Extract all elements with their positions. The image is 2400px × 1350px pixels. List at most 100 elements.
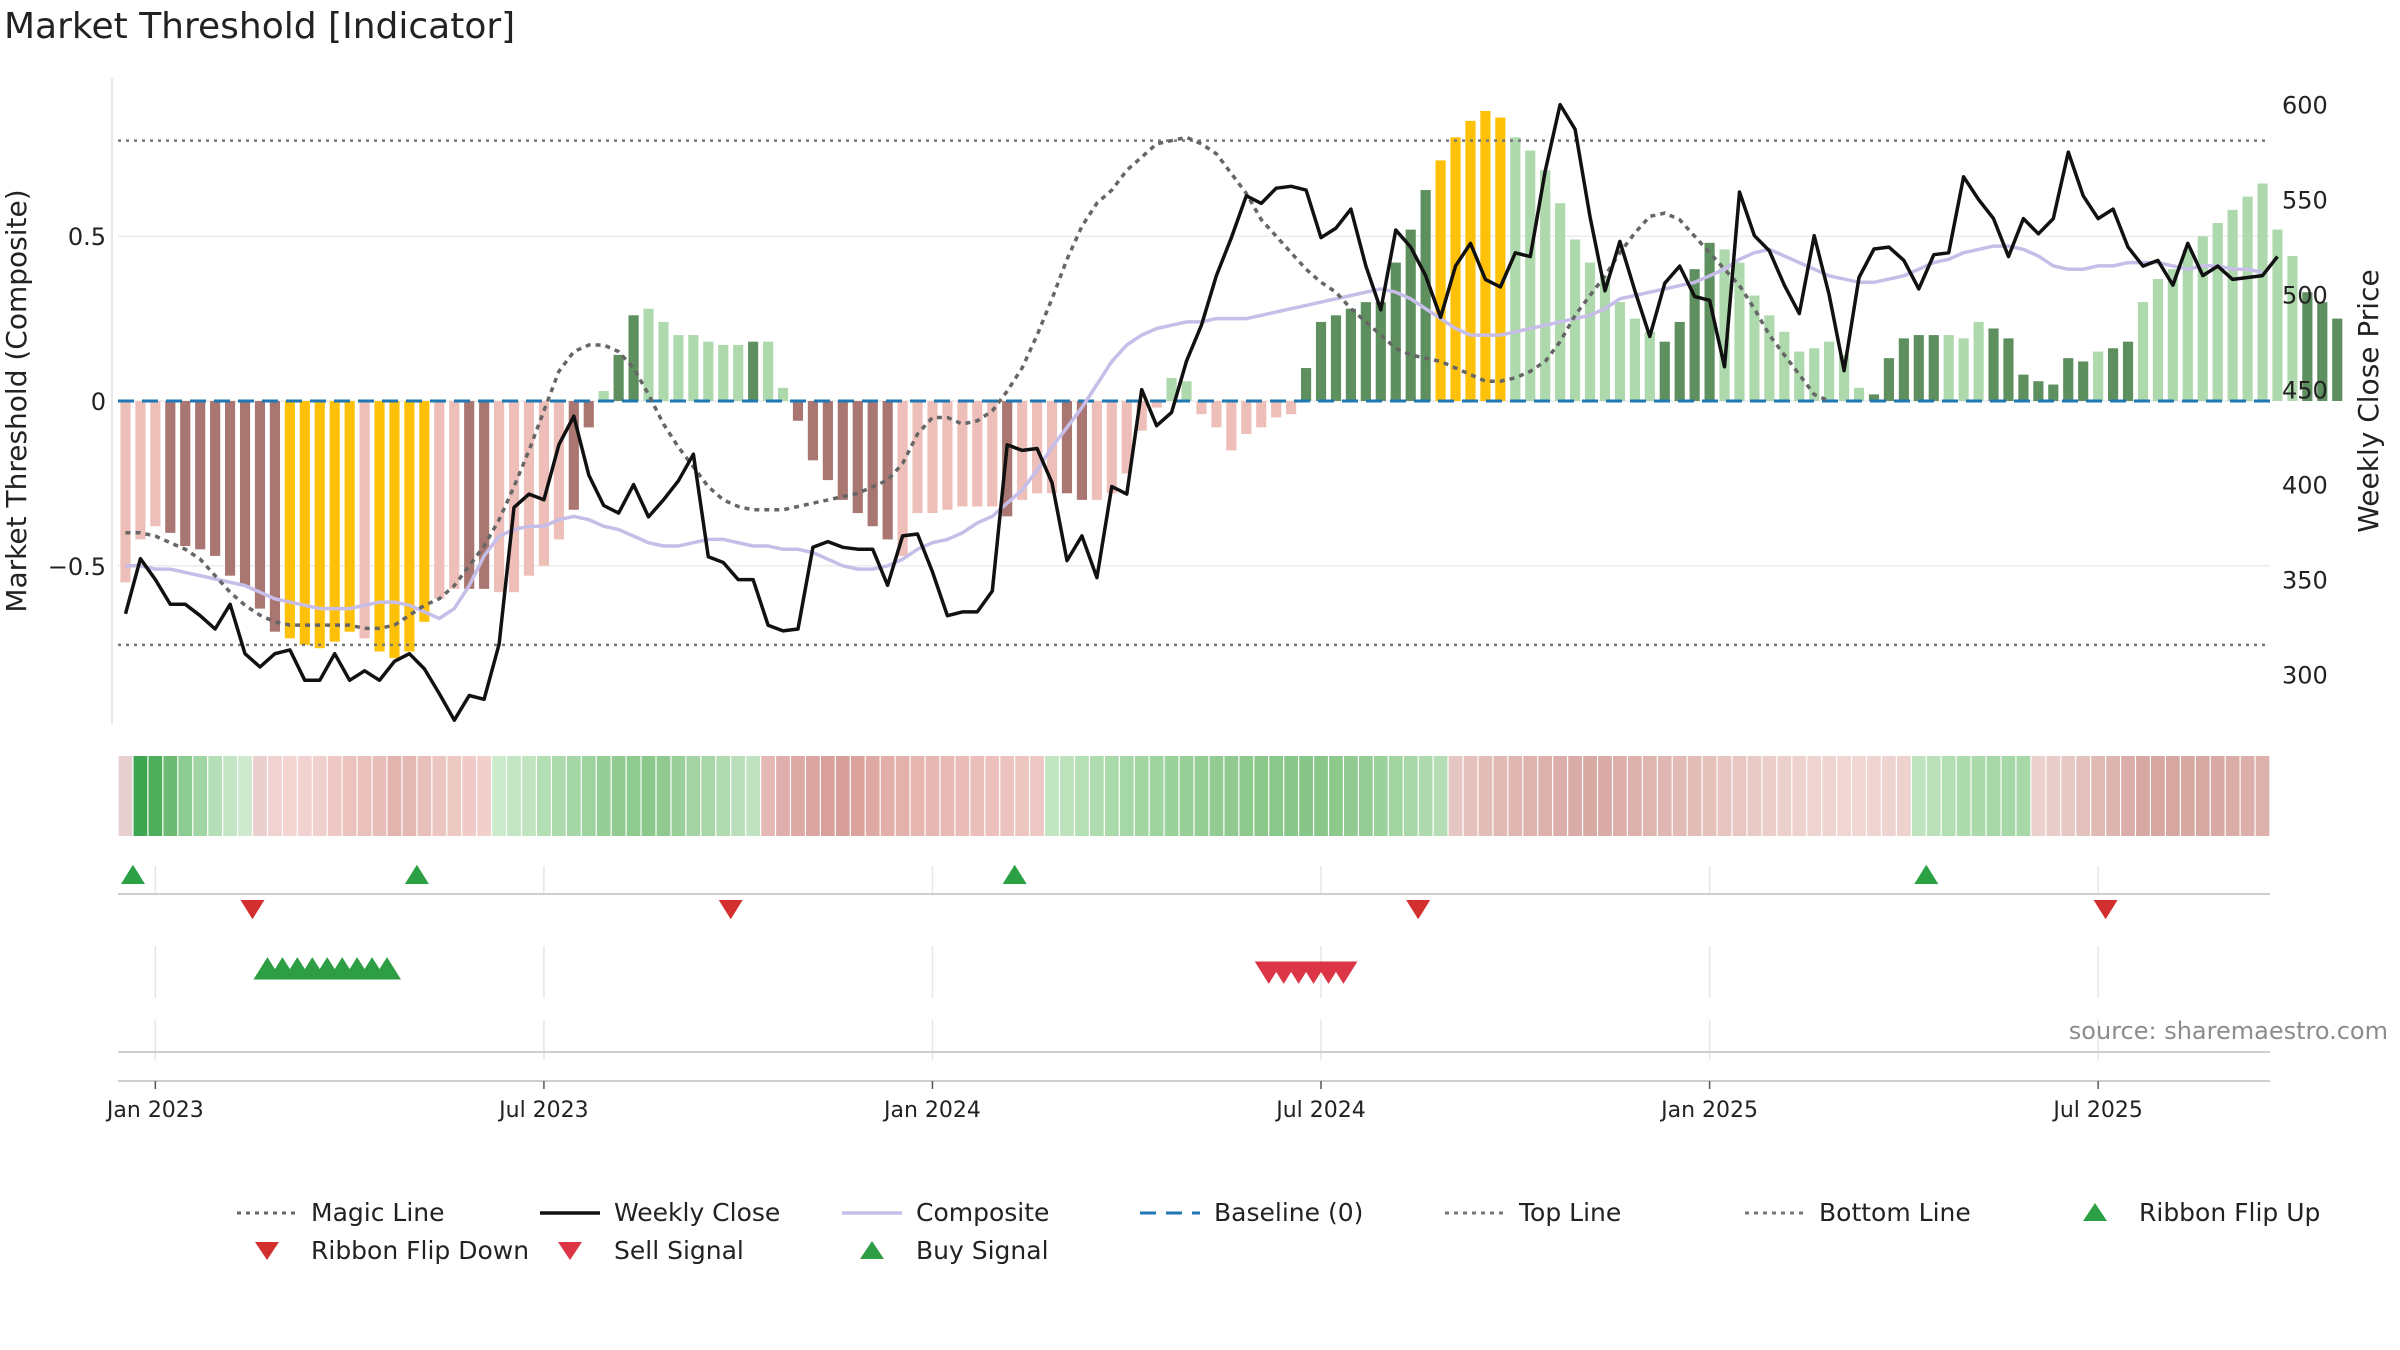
ribbon-cell <box>2121 756 2135 836</box>
ribbon-cell <box>2046 756 2061 836</box>
composite-bar <box>2048 384 2059 401</box>
ribbon-cell <box>1239 756 1254 836</box>
ribbon-cell <box>1508 756 1523 836</box>
composite-bar <box>1779 331 1790 401</box>
ribbon-cell <box>641 756 656 836</box>
composite-bar <box>1510 137 1521 401</box>
ribbon-flip-up-marker <box>404 864 429 884</box>
ribbon-cell <box>1613 756 1627 836</box>
composite-bar <box>1868 394 1880 401</box>
x-tick-label: Jan 2025 <box>1659 1098 1758 1123</box>
ribbon-cell <box>1837 756 1851 836</box>
composite-bar <box>389 401 400 659</box>
composite-bar <box>2018 374 2029 401</box>
ribbon-cell <box>2091 756 2106 836</box>
ribbon-cell <box>417 756 432 836</box>
ribbon-cell <box>1687 756 1702 836</box>
composite-bar <box>1629 318 1640 401</box>
composite-bar <box>2212 223 2223 401</box>
ribbon-cell <box>1179 756 1194 836</box>
composite-bar <box>673 335 684 401</box>
composite-bar <box>225 401 236 576</box>
composite-bar <box>972 401 983 507</box>
ribbon-cell <box>761 756 775 836</box>
ribbon-cell <box>1104 756 1119 836</box>
x-tick-label: Jul 2023 <box>497 1098 589 1123</box>
ribbon-cell <box>1807 756 1822 836</box>
composite-bar <box>180 401 191 547</box>
composite-bar <box>1525 150 1536 401</box>
composite-bar <box>1898 338 1909 401</box>
composite-bar <box>1405 229 1416 401</box>
ribbon-cell <box>1717 756 1732 836</box>
composite-bar <box>598 391 609 401</box>
composite-bar <box>2152 279 2163 401</box>
composite-bar <box>2078 361 2089 401</box>
y-tick-label: −0.5 <box>48 553 106 581</box>
ribbon-cell <box>2210 756 2225 836</box>
ribbon-cell <box>1792 756 1807 836</box>
composite-bar <box>2257 183 2268 401</box>
composite-bar <box>2182 249 2193 401</box>
ribbon-cell <box>1896 756 1911 836</box>
ribbon-cell <box>731 756 746 836</box>
composite-bar <box>2063 358 2074 401</box>
ribbon-cell <box>1523 756 1538 836</box>
composite-bar <box>120 401 131 583</box>
ribbon-cell <box>238 756 252 836</box>
ribbon-cell <box>2151 756 2165 836</box>
composite-bar <box>2302 292 2313 401</box>
ribbon-cell <box>537 756 551 836</box>
composite-bar <box>135 401 146 540</box>
composite-bar <box>165 401 176 533</box>
composite-bar <box>1614 302 1625 401</box>
ribbon-cell <box>402 756 417 836</box>
ribbon-cell <box>1478 756 1493 836</box>
composite-bar <box>1061 401 1073 494</box>
ribbon-cell <box>1060 756 1074 836</box>
ribbon-cell <box>1433 756 1448 836</box>
composite-bar <box>942 401 953 510</box>
composite-bar <box>284 401 295 639</box>
ribbon-cell <box>1463 756 1478 836</box>
ribbon-cell <box>1134 756 1149 836</box>
x-tick-label: Jul 2024 <box>1274 1098 1366 1123</box>
composite-bar <box>1301 368 1312 401</box>
composite-bar <box>553 401 564 540</box>
ribbon-cell <box>1045 756 1059 836</box>
composite-bar <box>269 401 280 632</box>
composite-bar <box>1824 341 1835 401</box>
ribbon-cell <box>148 756 163 836</box>
composite-bar <box>658 321 669 401</box>
composite-bar <box>1360 302 1371 401</box>
composite-bar <box>239 401 251 586</box>
y2-axis-label: Weekly Close Price <box>2352 269 2385 532</box>
composite-bar <box>1151 401 1162 408</box>
composite-bar <box>1136 401 1147 431</box>
ribbon-cell <box>1732 756 1747 836</box>
ribbon-flip-down-marker <box>718 900 743 920</box>
composite-bar <box>792 401 804 421</box>
ribbon-cell <box>701 756 716 836</box>
composite-bar <box>688 335 699 401</box>
ribbon-cell <box>551 756 566 836</box>
ribbon-cell <box>1762 756 1777 836</box>
composite-bar <box>763 341 774 401</box>
ribbon-cell <box>327 756 342 836</box>
ribbon-cell <box>507 756 521 836</box>
ribbon-cell <box>1822 756 1837 836</box>
ribbon-cell <box>297 756 312 836</box>
composite-bar <box>1435 160 1446 401</box>
ribbon-cell <box>1373 756 1388 836</box>
ribbon-cell <box>118 756 133 836</box>
ribbon-cell <box>2001 756 2016 836</box>
ribbon-cell <box>566 756 581 836</box>
composite-bar <box>583 401 594 428</box>
composite-bar <box>1764 315 1775 401</box>
composite-bar <box>344 401 355 632</box>
ribbon-flip-down-marker <box>2093 900 2118 920</box>
ribbon-cell <box>223 756 237 836</box>
composite-bar <box>464 401 475 589</box>
ribbon-cell <box>477 756 492 836</box>
composite-bar <box>1465 120 1476 402</box>
